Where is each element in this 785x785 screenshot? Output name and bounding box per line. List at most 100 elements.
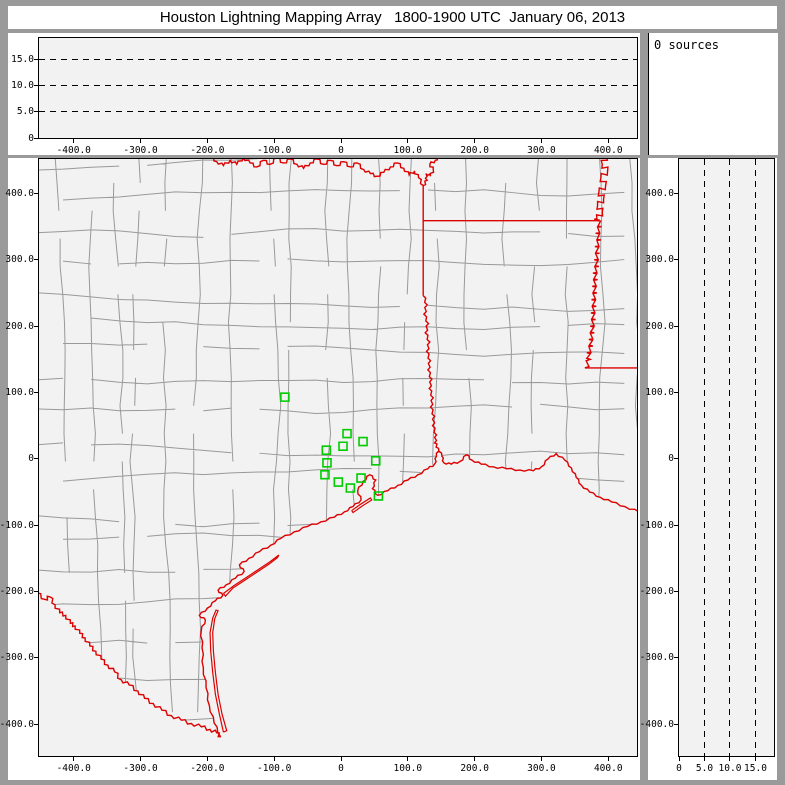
matagorda-island — [223, 555, 278, 596]
x-tick-mark — [73, 757, 75, 761]
y-tick-label: -200.0 — [639, 585, 674, 597]
county-lines — [39, 159, 637, 749]
y-tick-mark — [34, 325, 38, 327]
station-markers — [281, 393, 383, 500]
x-tick-label: 400.0 — [593, 145, 623, 156]
x-tick-label: -400.0 — [56, 145, 91, 156]
x-tick-label: 15.0 — [744, 763, 767, 774]
altitude-gridline — [729, 159, 731, 756]
y-tick-label: -100.0 — [639, 519, 674, 531]
y-tick-mark — [674, 657, 678, 659]
x-tick-label: -300.0 — [123, 145, 158, 156]
y-tick-mark — [34, 85, 38, 87]
x-tick-label: 200.0 — [460, 145, 489, 156]
x-tick-label: -100.0 — [257, 763, 292, 774]
station-marker — [346, 484, 354, 492]
y-tick-label: -400.0 — [639, 718, 674, 730]
sabine-river-tx-la-border — [423, 296, 438, 449]
y-tick-mark — [674, 192, 678, 194]
x-tick-mark — [407, 757, 409, 761]
altitude-ns-plot[interactable] — [678, 158, 775, 757]
station-marker — [322, 446, 330, 454]
y-tick-label: 400.0 — [645, 187, 674, 199]
state-borders-and-coastline — [39, 159, 637, 737]
rio-grande — [39, 593, 221, 737]
x-tick-label: 300.0 — [527, 763, 556, 774]
y-tick-mark — [674, 524, 678, 526]
station-marker — [343, 430, 351, 438]
y-tick-mark — [34, 391, 38, 393]
map-svg[interactable] — [39, 159, 637, 756]
y-tick-mark — [34, 723, 38, 725]
y-tick-label: 300.0 — [5, 254, 34, 266]
station-marker — [281, 393, 289, 401]
y-tick-label: -300.0 — [639, 652, 674, 664]
altitude-gridline — [754, 159, 756, 756]
y-tick-mark — [34, 192, 38, 194]
station-marker — [334, 478, 342, 486]
x-tick-label: 200.0 — [460, 763, 489, 774]
y-tick-label: -200.0 — [0, 585, 34, 597]
y-tick-label: 15.0 — [11, 54, 34, 66]
x-tick-label: -200.0 — [190, 145, 225, 156]
x-tick-mark — [474, 757, 476, 761]
y-tick-label: -100.0 — [0, 519, 34, 531]
x-tick-mark — [206, 139, 208, 143]
y-tick-label: -300.0 — [0, 652, 34, 664]
station-marker — [357, 474, 365, 482]
map-plot[interactable] — [38, 158, 638, 757]
map-panel: -400.0 -300.0 -200.0 -100.0 0 100.0 200.0 300.0… — [0, 158, 640, 780]
x-tick-mark — [140, 139, 142, 143]
x-tick-mark — [540, 757, 542, 761]
x-tick-mark — [729, 757, 731, 761]
altitude-gridline — [39, 85, 637, 87]
y-tick-mark — [674, 590, 678, 592]
y-tick-mark — [34, 657, 38, 659]
x-tick-label: 5.0 — [695, 763, 714, 774]
galveston-island — [352, 498, 372, 513]
x-tick-label: -300.0 — [123, 763, 158, 774]
x-tick-mark — [340, 139, 342, 143]
station-marker — [374, 492, 382, 500]
county-boundaries — [39, 159, 637, 749]
red-river-tx-ok-border — [211, 159, 439, 186]
x-tick-label: 0 — [338, 763, 344, 774]
x-tick-mark — [607, 757, 609, 761]
y-tick-label: 200.0 — [5, 320, 34, 332]
x-tick-label: 100.0 — [393, 763, 423, 774]
altitude-gridline — [39, 59, 637, 61]
y-tick-label: 100.0 — [645, 386, 674, 398]
x-tick-mark — [273, 139, 275, 143]
x-tick-label: 100.0 — [393, 145, 423, 156]
padre-island — [210, 610, 227, 732]
altitude-ew-panel: -400.0 -300.0 -200.0 -100.0 0 100.0 200.0 300.0… — [8, 33, 640, 156]
mississippi-river-border — [585, 159, 608, 368]
x-tick-mark — [540, 139, 542, 143]
x-tick-mark — [754, 757, 756, 761]
gulf-coastline — [199, 448, 637, 737]
station-marker — [359, 438, 367, 446]
y-tick-mark — [34, 59, 38, 61]
y-tick-mark — [34, 524, 38, 526]
x-tick-mark — [140, 757, 142, 761]
x-tick-label: 0 — [676, 763, 682, 774]
station-marker — [323, 459, 331, 467]
x-tick-label: -400.0 — [56, 763, 91, 774]
x-tick-mark — [273, 757, 275, 761]
y-tick-mark — [34, 458, 38, 460]
sources-count-panel: 0 sources — [648, 33, 778, 155]
x-tick-mark — [206, 757, 208, 761]
y-tick-mark — [674, 259, 678, 261]
x-tick-mark — [340, 757, 342, 761]
y-tick-label: 200.0 — [645, 320, 674, 332]
y-tick-label: 0 — [668, 453, 674, 465]
altitude-gridline — [39, 111, 637, 113]
x-tick-label: 0 — [338, 145, 344, 156]
altitude-ew-plot[interactable] — [38, 37, 638, 139]
y-tick-label: 10.0 — [11, 80, 34, 92]
y-tick-label: 100.0 — [5, 386, 34, 398]
station-marker — [321, 471, 329, 479]
x-tick-mark — [474, 139, 476, 143]
sources-count-label: 0 sources — [654, 38, 720, 52]
